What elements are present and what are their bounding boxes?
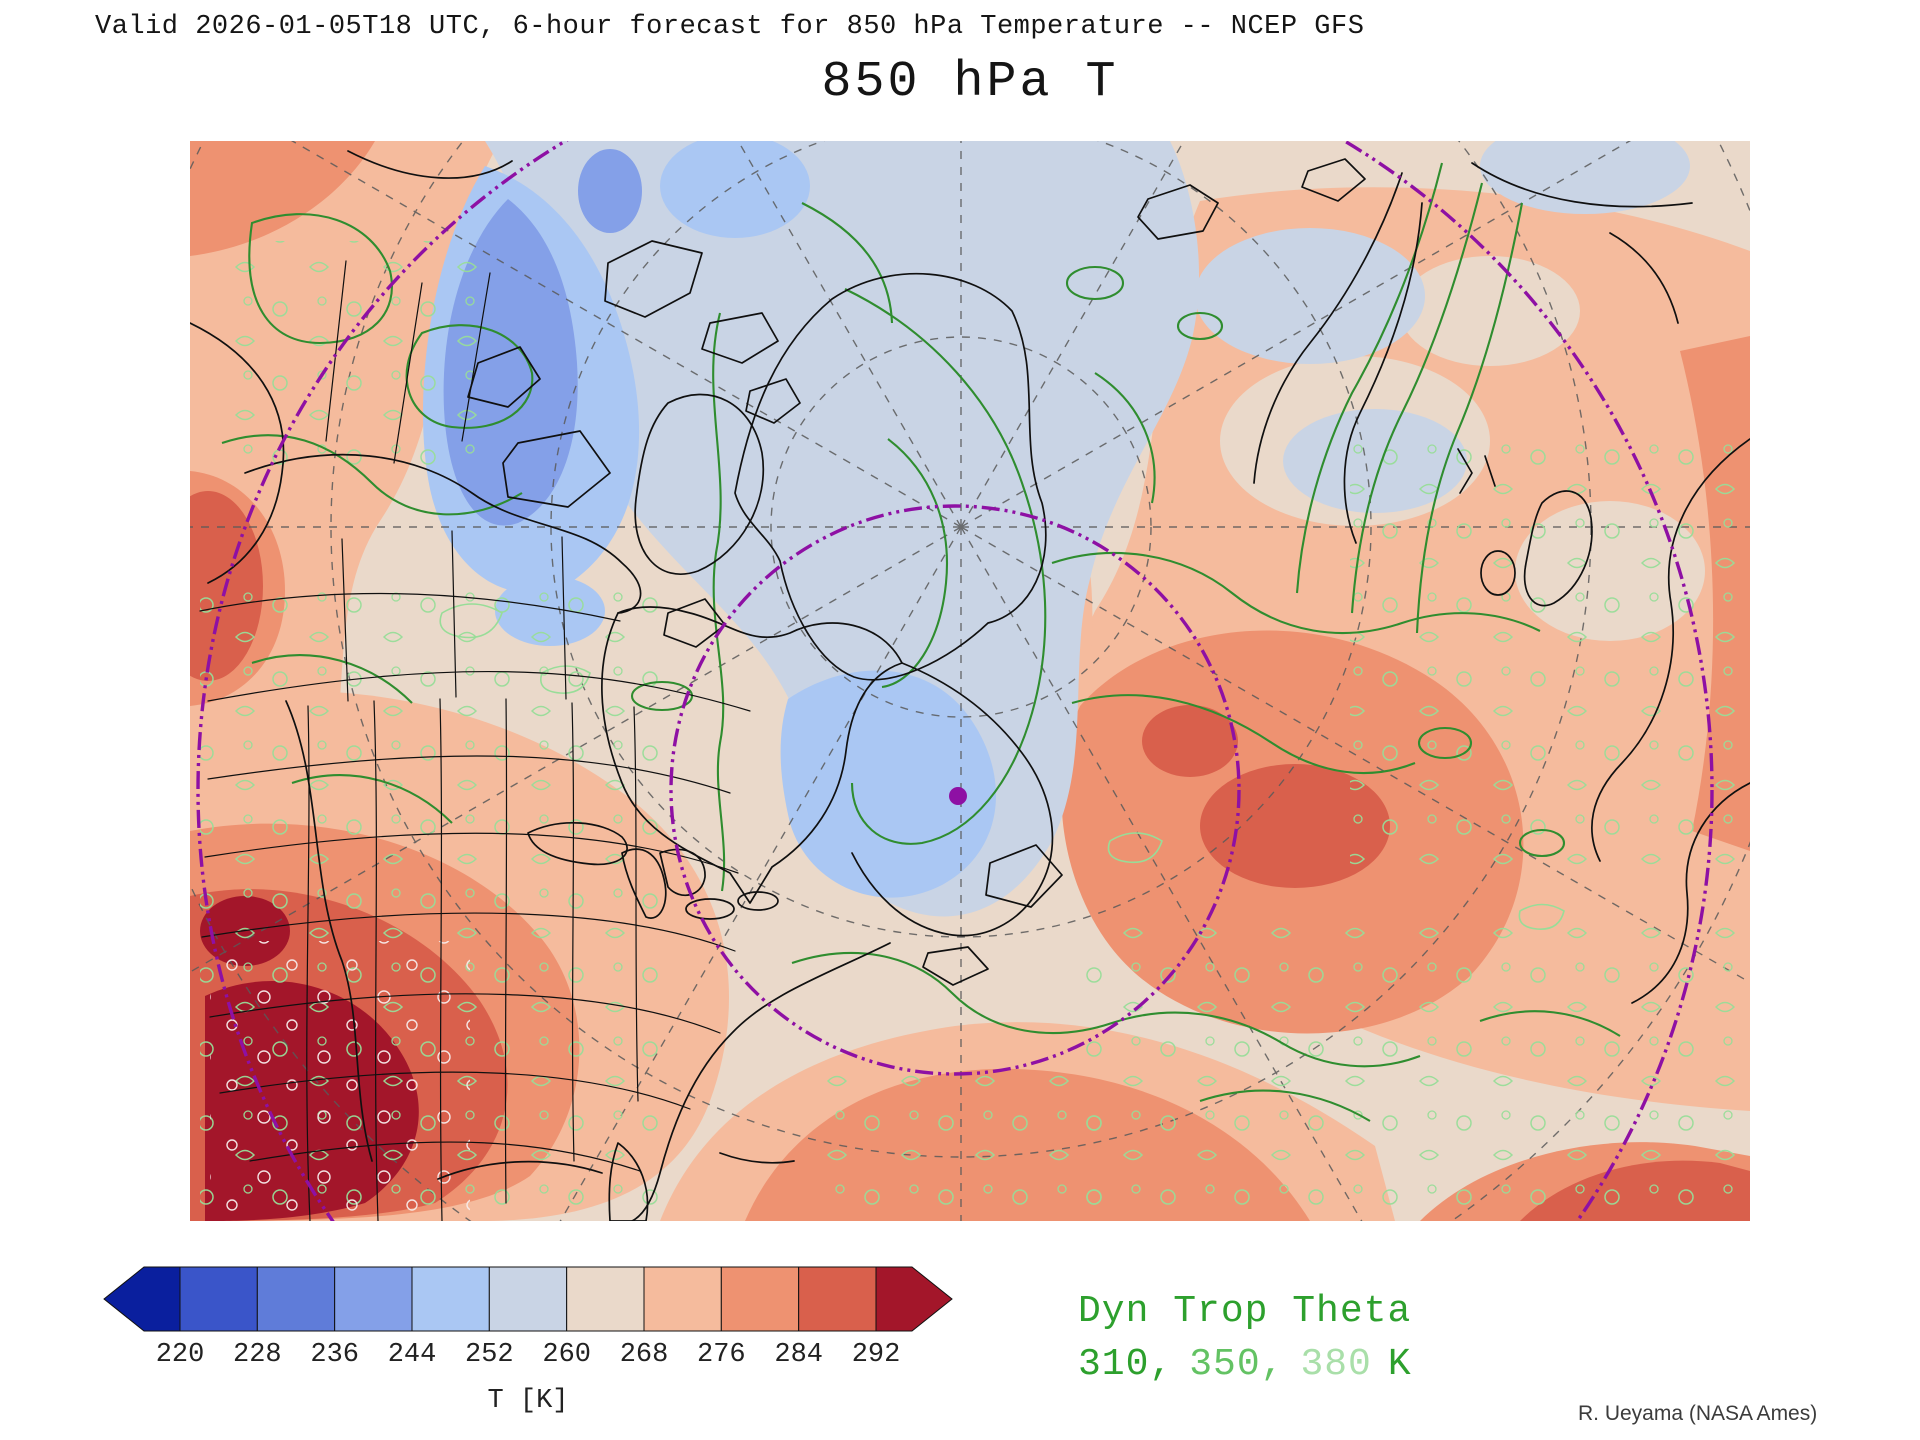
legend-level-380: 380	[1300, 1343, 1372, 1386]
colorbar-tick: 276	[696, 1340, 746, 1370]
colorbar-tick: 220	[155, 1340, 205, 1370]
legend-title: Dyn Trop Theta	[1078, 1290, 1412, 1333]
colorbar-tick: 292	[851, 1340, 901, 1370]
colorbar-tick: 236	[310, 1340, 359, 1370]
colorbar-tick: 244	[387, 1340, 437, 1370]
temperature-colorbar: 220 228 236 244 252 260 268 276 284 292 …	[102, 1266, 954, 1416]
latitude-rings-purple	[196, 141, 1714, 1221]
colorbar-tick: 268	[619, 1340, 669, 1370]
colorbar-ticks: 220 228 236 244 252 260 268 276 284 292	[102, 1340, 954, 1372]
purple-ring-inner	[669, 504, 1241, 1076]
coastlines	[190, 150, 1750, 1221]
map-svg	[190, 141, 1750, 1221]
speckle-contour-field	[200, 241, 1740, 1221]
speckle-region	[1350, 441, 1740, 871]
colorbar-cell	[488, 1266, 568, 1332]
colorbar-cell	[256, 1266, 336, 1332]
legend-unit-k: K	[1387, 1343, 1412, 1386]
legend-values: 310, 350, 380 K	[1078, 1343, 1428, 1386]
colorbar-arrow-right	[875, 1266, 953, 1332]
colorbar-tick: 252	[464, 1340, 514, 1370]
colorbar-unit-label: T [K]	[487, 1386, 569, 1416]
purple-ring-outer	[196, 141, 1714, 1221]
speckle-region	[1070, 921, 1740, 1221]
colorbar-arrow-left	[103, 1266, 181, 1332]
state-boundaries	[199, 260, 751, 1221]
colorbar-tick: 284	[774, 1340, 823, 1370]
colorbar-cell	[566, 1266, 645, 1332]
theta-contours-dark	[221, 162, 1621, 1122]
legend-level-310: 310,	[1078, 1343, 1174, 1386]
colorbar-cell	[179, 1266, 258, 1332]
map-canvas	[190, 141, 1750, 1221]
colorbar-cell	[798, 1266, 877, 1332]
colorbar-cell	[643, 1266, 722, 1332]
speckle-region	[810, 1071, 1110, 1221]
colorbar-cell	[334, 1266, 413, 1332]
colorbar-tick: 228	[232, 1340, 282, 1370]
credits-block: R. Ueyama (NASA Ames) L. Lait (NASA Ames…	[1578, 1330, 1857, 1440]
plot-title: 850 hPa T	[821, 54, 1119, 111]
colorbar-swatches	[103, 1266, 953, 1332]
station-marker-dot	[949, 787, 967, 805]
speckle-region	[230, 241, 480, 481]
white-speckle-region	[210, 941, 470, 1211]
colorbar-tick: 260	[542, 1340, 591, 1370]
colorbar-cell	[720, 1266, 800, 1332]
valid-time-text: Valid 2026-01-05T18 UTC, 6-hour forecast…	[95, 12, 1365, 42]
trop-theta-legend: Dyn Trop Theta 310, 350, 380 K	[1078, 1290, 1428, 1386]
legend-level-350: 350,	[1189, 1343, 1285, 1386]
colorbar-cell	[411, 1266, 490, 1332]
credit-line-1: R. Ueyama (NASA Ames)	[1578, 1402, 1818, 1426]
theta-contours-light	[439, 603, 1565, 930]
